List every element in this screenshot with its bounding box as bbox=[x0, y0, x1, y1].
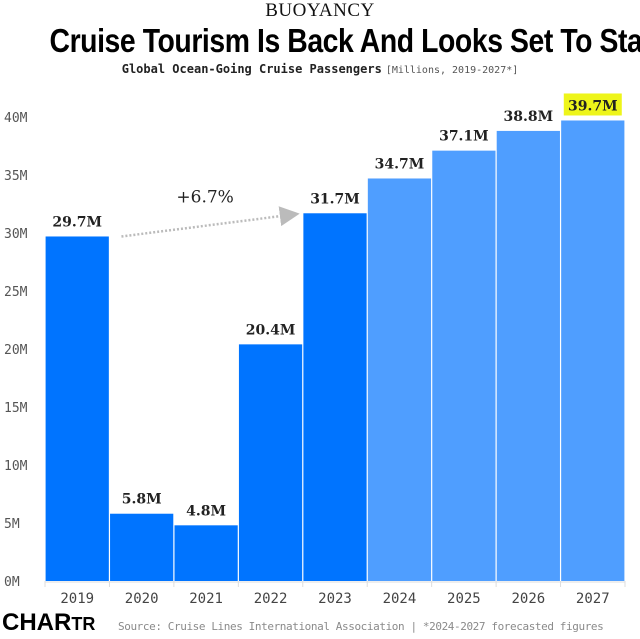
value-label: 38.8M bbox=[504, 109, 554, 125]
value-label: 39.7M bbox=[568, 98, 618, 114]
value-label: 20.4M bbox=[246, 322, 296, 338]
chart-title-wrap: Cruise Tourism Is Back And Looks Set To … bbox=[0, 23, 640, 59]
y-axis: 0M 5M 10M 15M 20M 25M 30M 35M 40M bbox=[4, 111, 28, 590]
bar-2026 bbox=[496, 130, 560, 582]
x-tick-label: 2020 bbox=[125, 591, 159, 607]
x-axis: 2019 2020 2021 2022 2023 2024 2025 2026 2027 bbox=[44, 581, 626, 607]
y-tick-label: 25M bbox=[4, 285, 28, 300]
bar-2024 bbox=[367, 178, 432, 582]
bar-2022 bbox=[238, 344, 303, 581]
value-label: 29.7M bbox=[52, 214, 102, 230]
growth-annotation-text: +6.7% bbox=[176, 187, 233, 207]
bar-2023 bbox=[303, 213, 367, 581]
x-tick-label: 2019 bbox=[60, 591, 94, 607]
x-tick-label: 2023 bbox=[318, 591, 352, 607]
growth-annotation: +6.7% bbox=[121, 187, 300, 238]
value-label: 37.1M bbox=[439, 129, 489, 145]
bar-2020 bbox=[110, 513, 174, 581]
logo-part-2: R bbox=[54, 609, 72, 636]
growth-arrow bbox=[121, 206, 300, 238]
logo-part-3: TR bbox=[71, 614, 96, 634]
x-tick-label: 2025 bbox=[447, 591, 481, 607]
x-tick-label: 2022 bbox=[254, 591, 288, 607]
y-tick-label: 40M bbox=[4, 111, 28, 126]
value-label: 34.7M bbox=[375, 156, 425, 172]
y-tick-label: 0M bbox=[4, 575, 20, 590]
subtitle-unit: [Millions, 2019-2027*] bbox=[385, 65, 519, 76]
value-label: 5.8M bbox=[122, 492, 162, 508]
y-tick-label: 20M bbox=[4, 343, 28, 358]
source-note: Source: Cruise Lines International Assoc… bbox=[118, 620, 604, 633]
bar-2027 bbox=[561, 120, 625, 581]
x-tick-label: 2024 bbox=[383, 591, 417, 607]
x-tick-label: 2026 bbox=[511, 591, 545, 607]
y-tick-label: 30M bbox=[4, 227, 28, 242]
bar-2019 bbox=[45, 236, 109, 582]
y-tick-label: 5M bbox=[4, 517, 20, 532]
chart-title: Cruise Tourism Is Back And Looks Set To … bbox=[49, 22, 640, 59]
value-label: 4.8M bbox=[186, 503, 226, 519]
bar-2025 bbox=[432, 150, 496, 581]
chart-kicker: BUOYANCY bbox=[265, 0, 375, 21]
x-tick-label: 2021 bbox=[189, 591, 223, 607]
value-labels: 29.7M 5.8M 4.8M 20.4M 31.7M 34.7M 37.1M 38.8M 39… bbox=[52, 93, 622, 519]
logo-part-1: CHA bbox=[2, 609, 54, 636]
bars bbox=[45, 120, 625, 582]
y-tick-label: 10M bbox=[4, 459, 28, 474]
x-tick-label: 2027 bbox=[576, 591, 610, 607]
y-tick-label: 15M bbox=[4, 401, 28, 416]
y-tick-label: 35M bbox=[4, 169, 28, 184]
highlight-box bbox=[563, 93, 622, 116]
value-label: 31.7M bbox=[310, 191, 360, 207]
subtitle-main: Global Ocean-Going Cruise Passengers bbox=[121, 62, 382, 76]
bar-2021 bbox=[174, 525, 238, 581]
chartr-logo: CHARTR bbox=[2, 609, 95, 637]
chart-subtitle: Global Ocean-Going Cruise Passengers [Mil… bbox=[0, 61, 640, 77]
